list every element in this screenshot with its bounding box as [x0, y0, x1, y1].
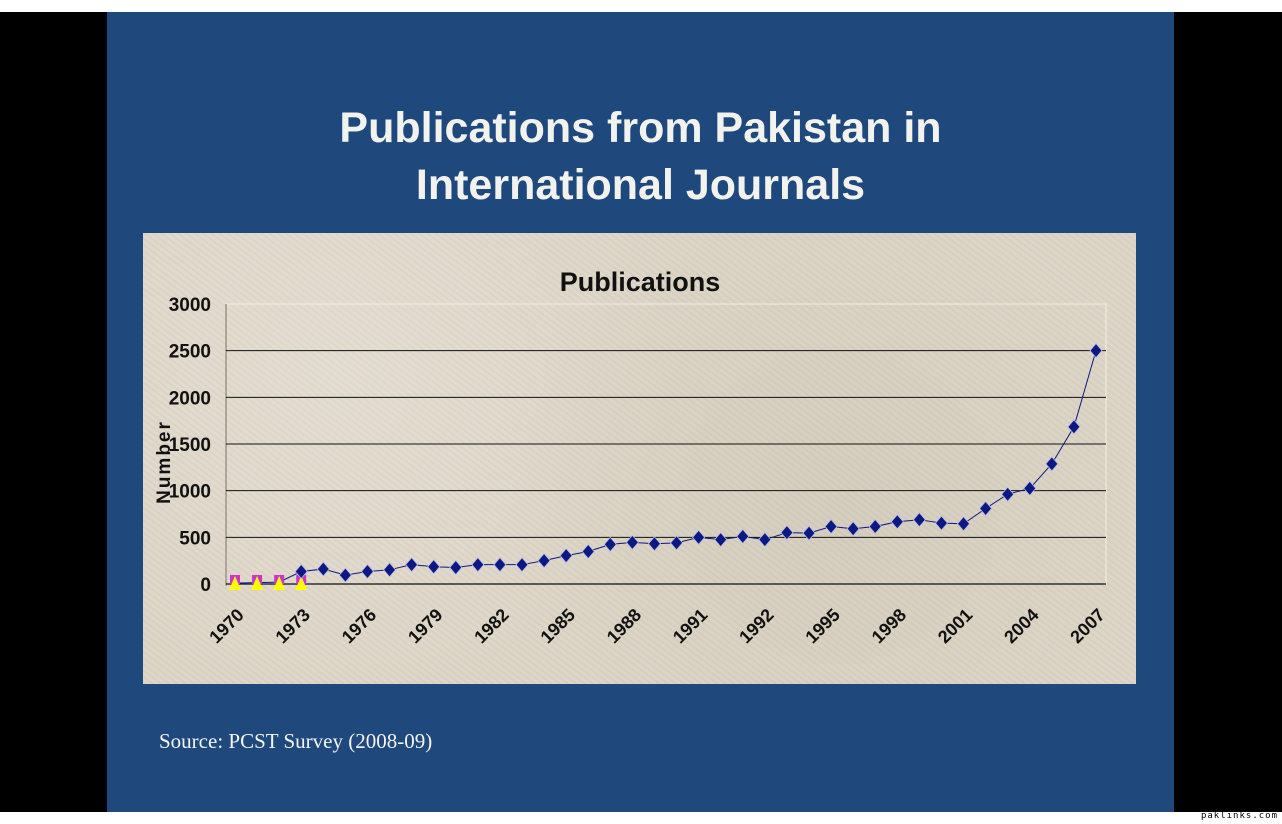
marker-diamond: [449, 559, 463, 576]
source-note: Source: PCST Survey (2008-09): [159, 729, 433, 753]
marker-diamond: [294, 563, 308, 580]
slide-title-line1: Publications from Pakistan in: [339, 104, 942, 152]
marker-triangle: [251, 576, 264, 590]
x-tick-label: 1979: [404, 605, 446, 647]
marker-diamond: [338, 567, 352, 583]
y-tick-label: 3000: [169, 295, 211, 316]
x-tick-labels: 1970 1973 1976 1979 1982 1985 1988 1991 1992 1995…: [205, 605, 1108, 647]
marker-diamond: [758, 532, 772, 548]
y-tick-label: 0: [200, 575, 211, 596]
marker-diamond: [559, 548, 573, 564]
x-tick-label: 1973: [272, 605, 314, 647]
marker-diamond: [824, 518, 838, 535]
marker-diamond: [846, 521, 860, 537]
marker-triangle: [295, 576, 308, 590]
marker-diamond: [979, 500, 993, 517]
marker-diamond: [603, 536, 617, 553]
marker-diamond: [780, 525, 794, 541]
marker-diamond: [316, 561, 330, 577]
x-tick-label: 2001: [934, 605, 976, 647]
x-tick-label: 1998: [868, 605, 910, 647]
marker-diamond: [802, 525, 816, 541]
x-tick-label: 2004: [1000, 605, 1042, 647]
x-tick-label: 1988: [603, 605, 645, 647]
chart-panel: Publications 0 500 1000 1500 2000 2500 3000 19…: [143, 233, 1136, 684]
marker-triangle: [229, 576, 241, 590]
y-tick-label: 500: [179, 528, 211, 549]
slide: Publications from Pakistan in Internatio…: [107, 12, 1174, 812]
x-tick-label: 1982: [470, 605, 512, 647]
marker-diamond: [537, 553, 551, 569]
letterbox-left: [0, 12, 107, 812]
x-tick-label: 2007: [1066, 605, 1108, 647]
marker-diamond: [1023, 480, 1037, 497]
marker-diamond: [1045, 456, 1059, 472]
marker-diamond: [515, 557, 529, 573]
x-tick-label: 1976: [338, 605, 380, 647]
y-tick-labels: 0 500 1000 1500 2000 2500 3000: [169, 295, 211, 596]
marker-diamond: [890, 514, 904, 530]
y-tick-label: 2000: [169, 388, 211, 409]
y-axis-label: Number: [154, 420, 175, 504]
marker-diamond: [1089, 343, 1103, 359]
marker-diamond: [581, 543, 595, 560]
marker-diamond: [912, 512, 926, 528]
y-tick-label: 1500: [169, 435, 211, 456]
x-tick-label: 1970: [205, 605, 247, 647]
marker-diamond: [625, 534, 639, 550]
y-tick-label: 1000: [169, 482, 211, 503]
marker-diamond: [957, 516, 971, 532]
slide-title: Publications from Pakistan in Internatio…: [107, 100, 1174, 214]
letterbox-right: [1174, 12, 1282, 812]
x-tick-label: 1985: [537, 605, 579, 647]
marker-diamond: [714, 532, 728, 548]
marker-diamond: [360, 563, 374, 580]
marker-triangle: [273, 576, 286, 590]
x-tick-label: 1992: [735, 605, 777, 647]
series-line-publications: [234, 350, 1097, 584]
x-tick-label: 1995: [801, 605, 843, 647]
marker-diamond: [405, 557, 419, 573]
marker-diamond: [1067, 419, 1081, 435]
marker-diamond: [934, 515, 948, 531]
marker-diamond: [471, 557, 485, 573]
x-tick-label: 1991: [669, 605, 711, 647]
series-group: [229, 343, 1103, 590]
marker-diamond: [692, 529, 706, 545]
watermark: paklinks.com: [1200, 811, 1278, 821]
marker-diamond: [670, 535, 684, 551]
marker-diamond: [493, 557, 507, 573]
marker-diamond: [427, 559, 441, 575]
grid-lines: [225, 303, 1107, 586]
line-chart: Publications 0 500 1000 1500 2000 2500 3000 19…: [154, 267, 1109, 647]
marker-diamond: [383, 562, 397, 578]
marker-diamond: [868, 518, 882, 535]
chart-title: Publications: [560, 267, 721, 297]
marker-diamond: [736, 528, 750, 545]
marker-diamond: [1001, 486, 1015, 502]
marker-diamond: [647, 536, 661, 552]
y-tick-label: 2500: [169, 342, 211, 363]
slide-title-line2: International Journals: [415, 161, 866, 209]
